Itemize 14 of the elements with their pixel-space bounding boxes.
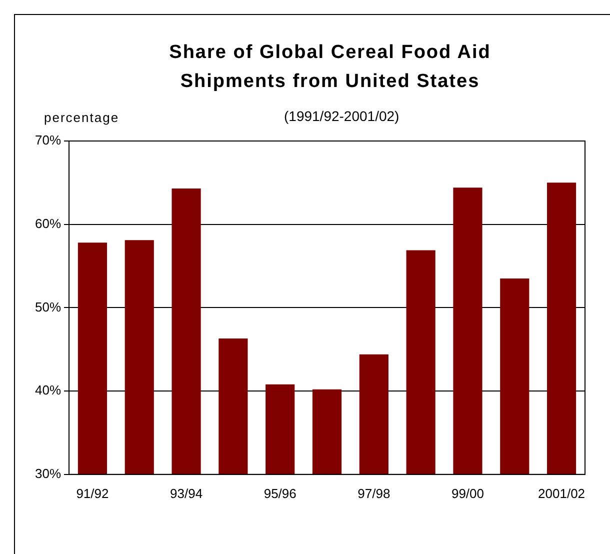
y-tick-label: 60%	[34, 216, 62, 231]
y-tick-label: 30%	[34, 466, 62, 481]
y-tick-label: 40%	[34, 382, 62, 398]
x-tick-label: 91/92	[76, 486, 109, 501]
chart-title: Share of Global Cereal Food Aid Shipments from United States	[168, 41, 492, 94]
chart-subtitle: (1991/92-2001/02)	[284, 108, 400, 124]
x-tick-label: 95/96	[264, 486, 296, 501]
y-axis-title: percentage	[44, 110, 120, 125]
y-tick-label: 70%	[34, 132, 62, 148]
x-tick-label: 2001/02	[538, 486, 586, 501]
x-tick-label: 99/00	[451, 486, 484, 501]
y-tick-label: 50%	[34, 299, 62, 314]
x-tick-label: 93/94	[170, 486, 203, 501]
x-tick-label: 97/98	[358, 486, 390, 501]
